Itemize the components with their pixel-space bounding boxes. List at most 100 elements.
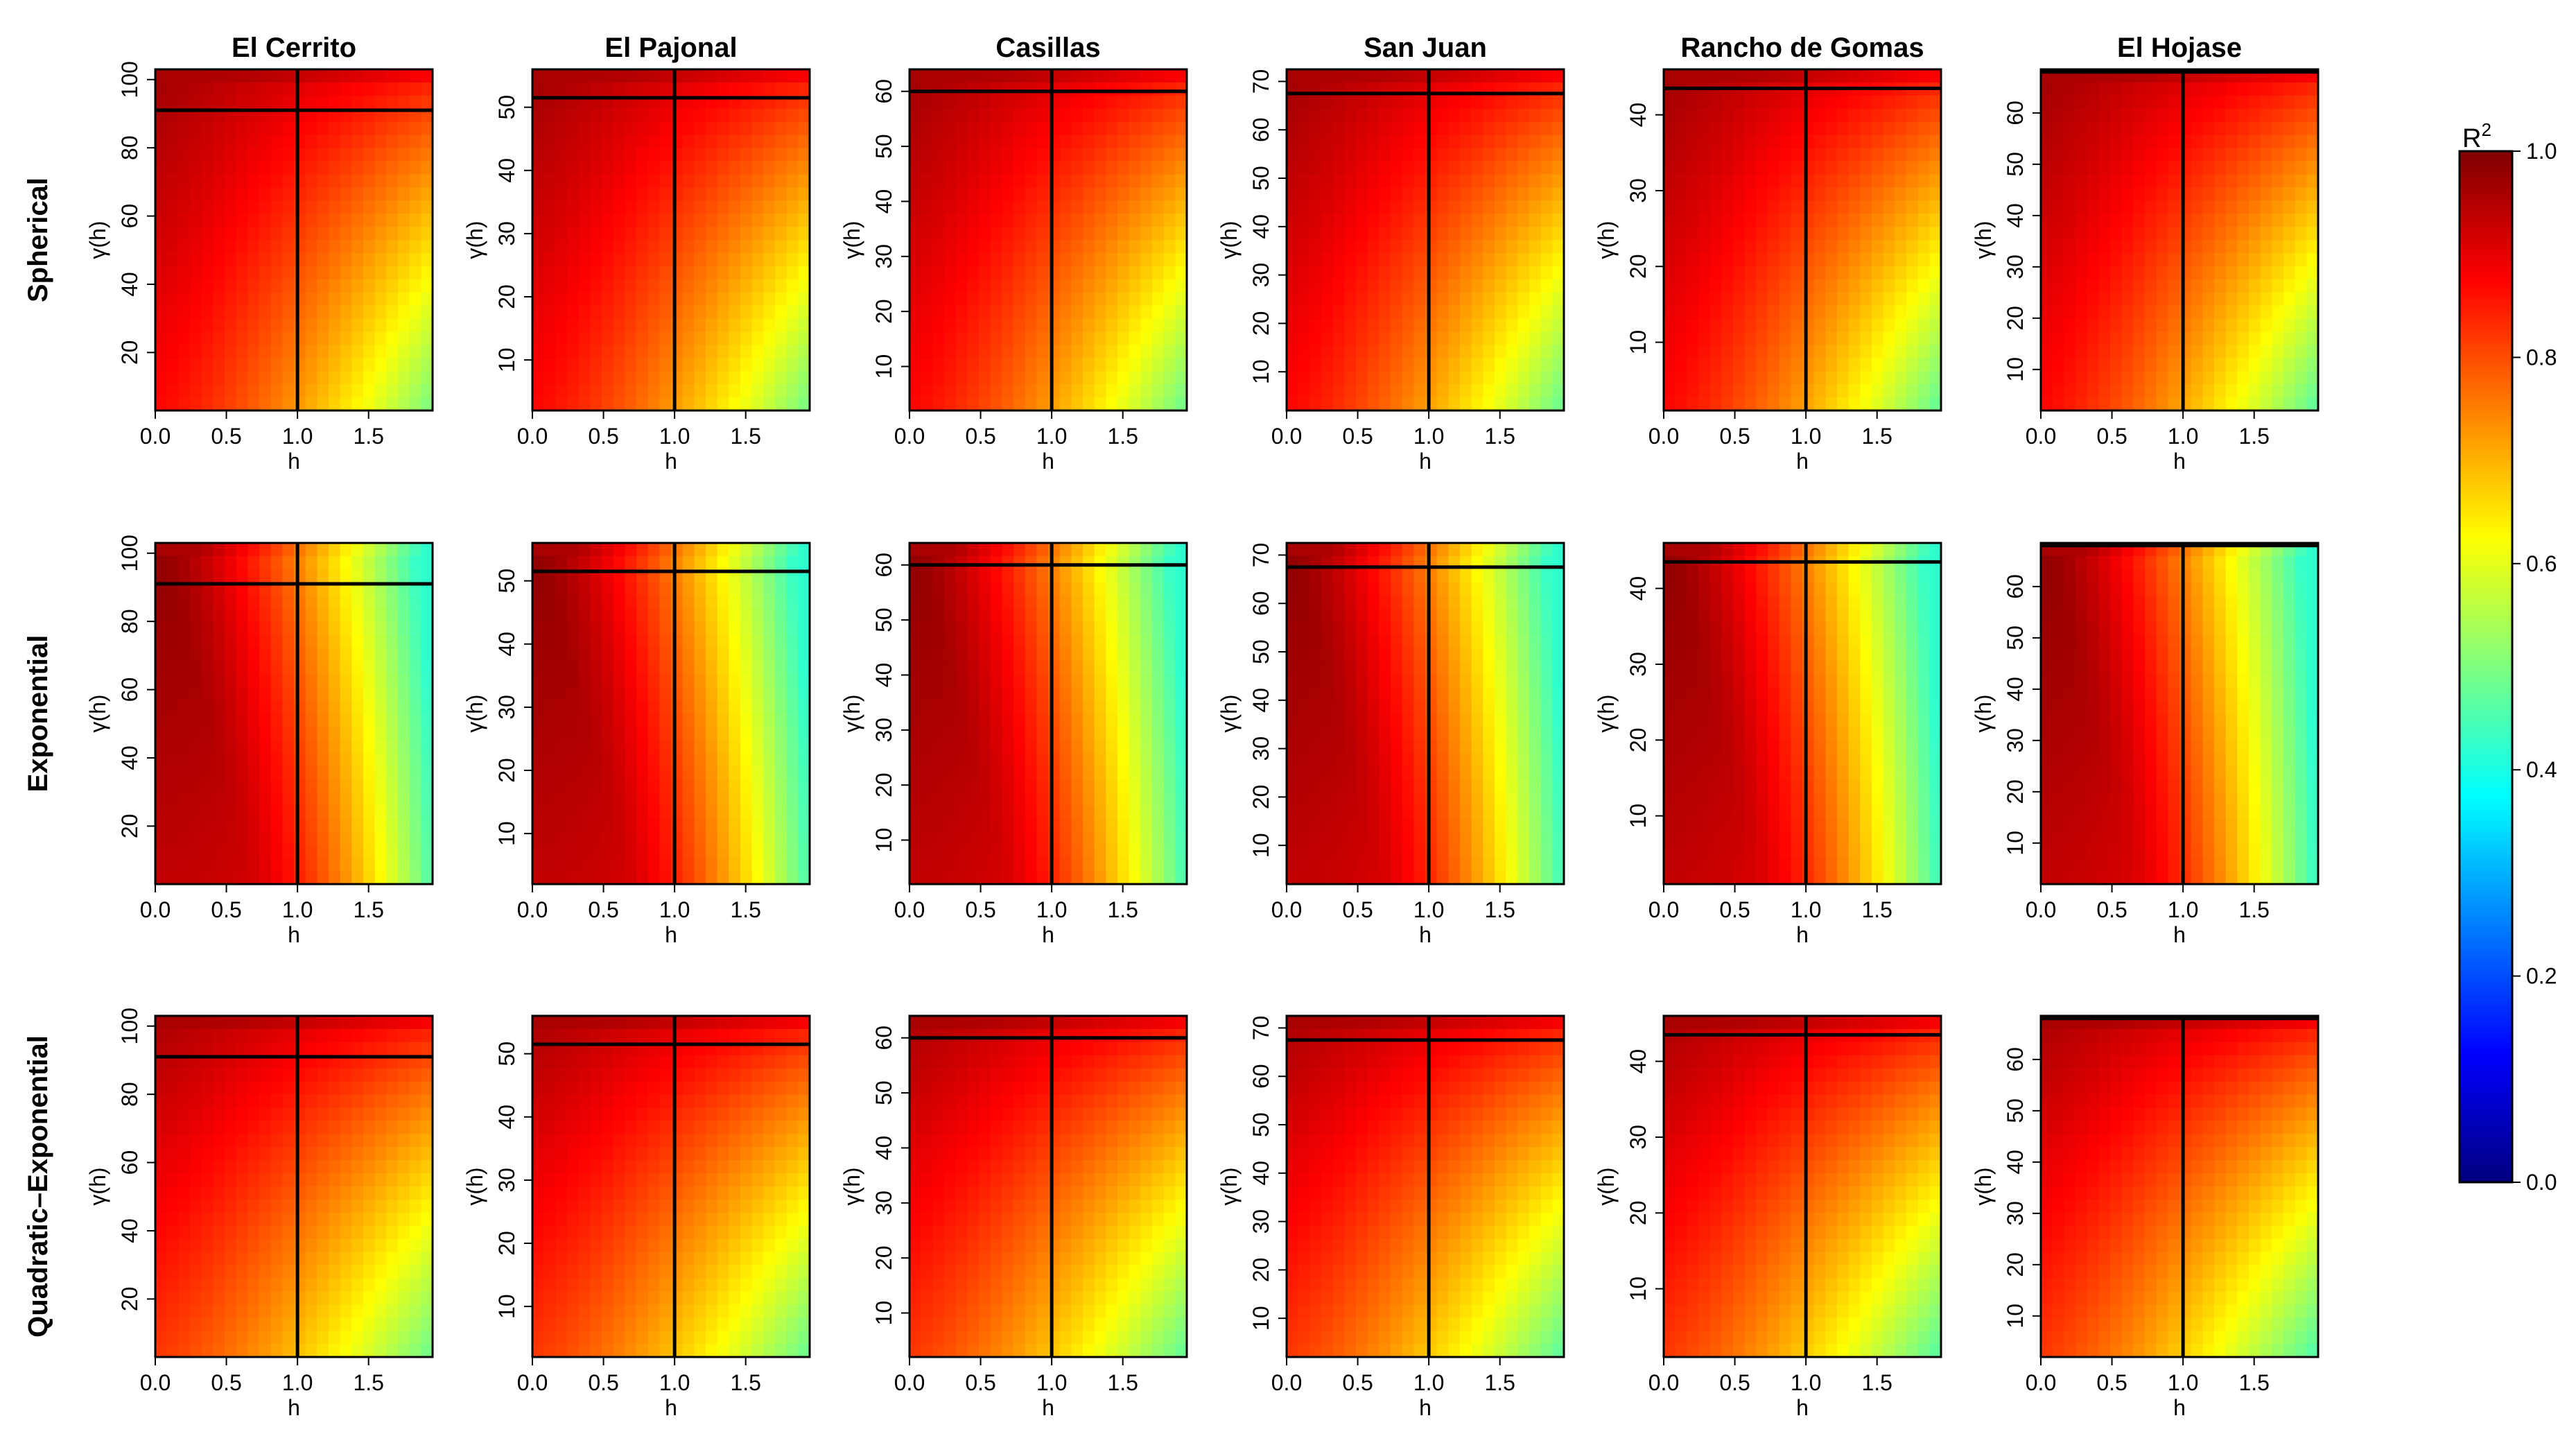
heat-cell xyxy=(201,648,214,662)
heat-cell xyxy=(1094,805,1106,819)
heat-cell xyxy=(1083,726,1095,741)
heat-cell xyxy=(671,1186,684,1200)
y-tick-label: 20 xyxy=(494,1231,519,1256)
heat-cell xyxy=(717,752,729,767)
heat-cell xyxy=(421,1265,433,1279)
heat-cell xyxy=(329,200,341,214)
heat-cell xyxy=(740,1173,753,1187)
heat-cell xyxy=(647,384,660,398)
heat-cell xyxy=(613,1081,625,1096)
heat-cell xyxy=(555,108,568,123)
heat-cell xyxy=(532,1068,545,1082)
heat-cell xyxy=(682,621,695,636)
heat-cell xyxy=(775,1134,787,1148)
heat-cell xyxy=(740,555,753,570)
heat-cell xyxy=(190,345,202,358)
heat-cell xyxy=(932,739,945,754)
heat-cell xyxy=(294,358,306,372)
heat-cell xyxy=(921,292,933,306)
heat-cell xyxy=(1094,95,1106,110)
heat-cell xyxy=(1094,266,1106,280)
heat-cell xyxy=(1036,648,1049,662)
heat-cell xyxy=(1036,384,1049,398)
heat-cell xyxy=(421,818,433,832)
heat-cell xyxy=(567,135,580,149)
heat-cell xyxy=(386,1291,399,1305)
heat-cell xyxy=(659,1291,672,1305)
heat-cell xyxy=(351,543,364,557)
heat-cell xyxy=(671,148,684,162)
heat-cell xyxy=(729,135,741,149)
heat-cell xyxy=(706,1212,718,1227)
heat-cell xyxy=(729,1068,741,1082)
heat-cell xyxy=(1106,543,1118,557)
heat-cell xyxy=(798,187,810,201)
heat-cell xyxy=(590,858,602,872)
heat-cell xyxy=(1013,608,1026,623)
heat-cell xyxy=(944,227,957,241)
heat-cell xyxy=(374,687,387,701)
heat-cell xyxy=(775,318,787,333)
heat-cell xyxy=(329,266,341,280)
heat-cell xyxy=(1025,108,1037,123)
heat-cell xyxy=(282,1212,295,1227)
heat-cell xyxy=(374,1291,387,1305)
heat-cell xyxy=(659,1304,672,1318)
heat-cell xyxy=(647,397,660,411)
heat-cell xyxy=(613,121,625,136)
y-tick-label: 30 xyxy=(871,244,896,269)
heat-cell xyxy=(166,1134,179,1148)
heat-cell xyxy=(270,148,283,162)
heat-cell xyxy=(247,845,260,858)
heat-cell xyxy=(1025,331,1037,345)
heat-cell xyxy=(740,661,753,675)
heat-cell xyxy=(1071,792,1084,806)
heat-cell xyxy=(1013,739,1026,754)
heat-cell xyxy=(329,121,341,136)
heat-cell xyxy=(625,1094,637,1109)
heat-cell xyxy=(190,1134,202,1148)
heat-cell xyxy=(155,805,168,819)
heat-cell xyxy=(1059,818,1072,832)
heat-cell xyxy=(247,871,260,885)
heat-cell xyxy=(155,1252,168,1266)
heat-cell xyxy=(682,174,695,188)
heat-cell xyxy=(567,1252,580,1266)
heat-cell xyxy=(282,1225,295,1240)
heat-cell xyxy=(555,292,568,306)
heat-cell xyxy=(706,714,718,727)
heat-cell xyxy=(751,1081,764,1096)
heat-cell xyxy=(1071,187,1084,201)
heat-cell xyxy=(363,582,376,596)
heat-cell xyxy=(578,582,591,596)
heat-cell xyxy=(921,805,933,819)
heat-cell xyxy=(374,1225,387,1240)
heat-cell xyxy=(543,661,556,675)
heat-cell xyxy=(282,82,295,96)
heat-cell xyxy=(398,1212,410,1227)
heat-cell xyxy=(729,82,741,96)
heat-cell xyxy=(694,1107,706,1121)
heat-cell xyxy=(763,1304,776,1318)
heat-cell xyxy=(932,845,945,858)
heat-cell xyxy=(763,331,776,345)
heat-cell xyxy=(409,1016,421,1030)
heat-cell xyxy=(1002,845,1014,858)
heat-cell xyxy=(625,331,637,345)
heat-cell xyxy=(1083,397,1095,411)
heat-cell xyxy=(247,384,260,398)
heat-cell xyxy=(1002,726,1014,741)
heat-cell xyxy=(305,792,317,806)
heat-cell xyxy=(706,1225,718,1240)
heat-cell xyxy=(1059,543,1072,557)
heat-cell xyxy=(1036,95,1049,110)
heat-cell xyxy=(682,792,695,806)
heat-cell xyxy=(166,318,179,333)
heat-cell xyxy=(178,384,191,398)
heat-cell xyxy=(317,108,329,123)
heat-cell xyxy=(409,634,421,648)
heat-cell xyxy=(729,318,741,333)
heat-cell xyxy=(555,1225,568,1240)
heat-cell xyxy=(729,397,741,411)
